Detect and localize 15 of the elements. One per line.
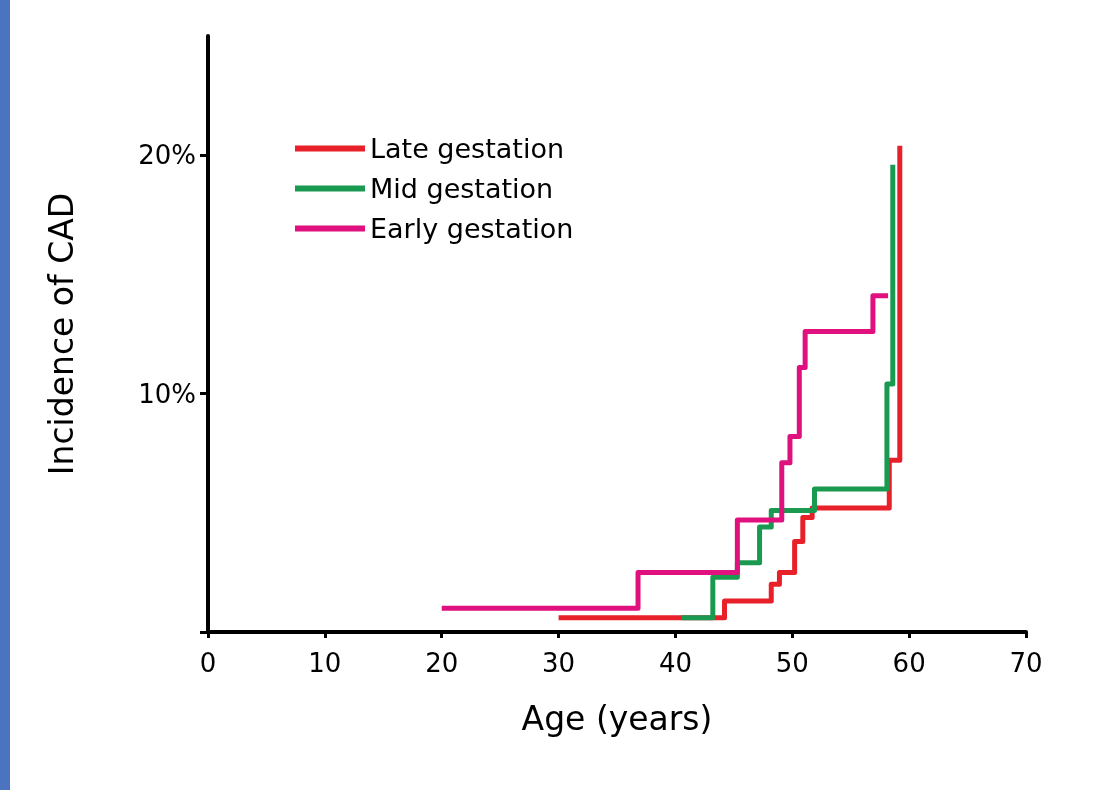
x-tick-label: 10	[308, 648, 342, 678]
x-tick-label: 60	[892, 648, 926, 678]
x-axis-title: Age (years)	[521, 699, 713, 738]
x-tick-label: 70	[1009, 648, 1043, 678]
legend-label: Late gestation	[370, 133, 565, 164]
y-tick-label: 10%	[138, 378, 196, 409]
y-tick-label: 20%	[138, 140, 196, 171]
legend-label: Mid gestation	[370, 173, 554, 204]
x-tick-label: 50	[775, 648, 809, 678]
legend-label: Early gestation	[370, 213, 574, 244]
x-tick-label: 30	[542, 648, 576, 678]
y-axis-title: Incidence of CAD	[42, 192, 81, 476]
x-tick-label: 40	[658, 648, 692, 678]
x-tick-label: 0	[199, 648, 217, 678]
x-tick-label: 20	[425, 648, 459, 678]
